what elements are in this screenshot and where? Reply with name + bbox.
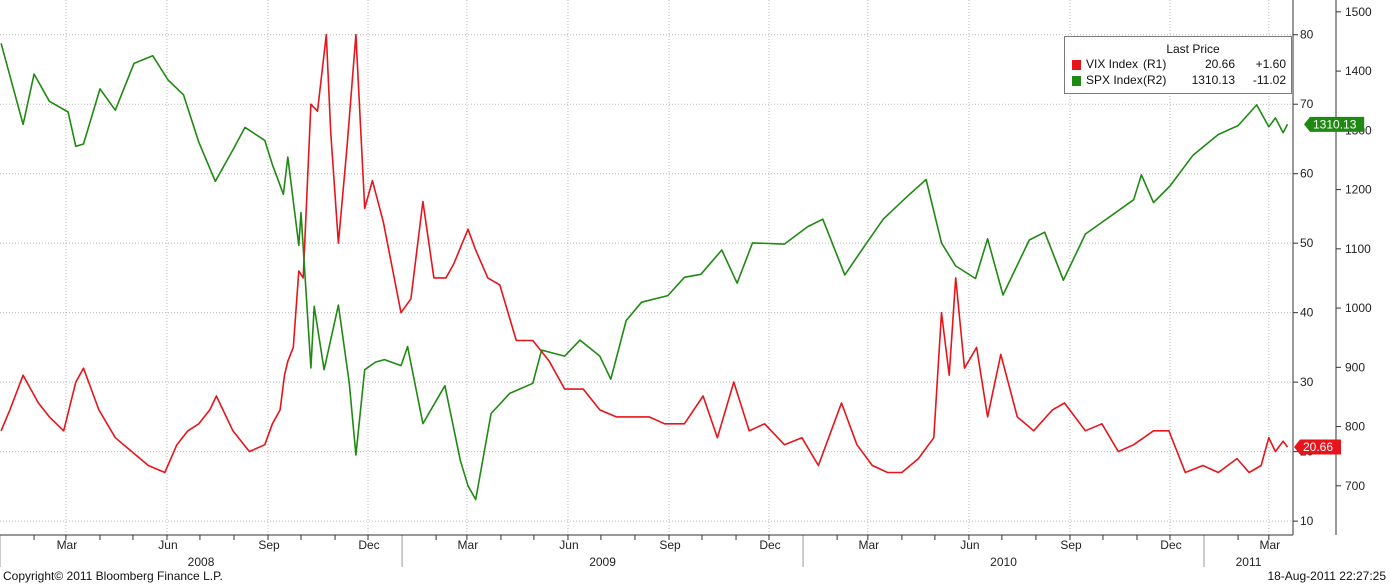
left-tick-label: 30: [1300, 375, 1314, 389]
month-tick-label: Sep: [659, 538, 681, 552]
legend-change-spx: -11.02: [1252, 73, 1286, 87]
left-tick-label: 10: [1300, 514, 1314, 528]
left-tick-label: 50: [1300, 236, 1314, 250]
legend-entry-spx: SPX Index (R2) 1310.13 -11.02: [1065, 73, 1291, 89]
spx-last-value-tag: 1310.13: [1304, 116, 1365, 132]
legend-entry-vix: VIX Index (R1) 20.66 +1.60: [1065, 57, 1291, 73]
month-tick-label: Dec: [358, 538, 379, 552]
year-label: 2008: [188, 555, 215, 569]
right-tick-label: 1000: [1345, 301, 1372, 315]
vix-last-value-tag-box: [1294, 439, 1341, 455]
vix-last-value-tag: 20.66: [1294, 439, 1341, 455]
right-tick-label: 1100: [1345, 242, 1371, 256]
left-tick-label: 60: [1300, 167, 1314, 181]
legend-ref-spx: (R2): [1143, 73, 1167, 87]
month-tick-label: Sep: [258, 538, 280, 552]
left-tick-label: 40: [1300, 306, 1314, 320]
month-tick-label: Mar: [57, 538, 78, 552]
month-tick-label: Jun: [960, 538, 979, 552]
month-tick-label: Sep: [1060, 538, 1082, 552]
month-tick-label: Mar: [1259, 538, 1280, 552]
copyright-text: Copyright© 2011 Bloomberg Finance L.P.: [3, 569, 223, 583]
legend-swatch-spx: [1072, 76, 1081, 86]
legend-price-spx: 1310.13: [1191, 73, 1235, 87]
right-tick-label: 1400: [1345, 64, 1372, 78]
timestamp-text: 18-Aug-2011 22:27:25: [1267, 569, 1386, 583]
right-tick-label: 1500: [1345, 5, 1372, 19]
series-layer: [0, 33, 1289, 501]
right-tick-label: 700: [1345, 479, 1365, 493]
year-label: 2011: [1236, 555, 1262, 569]
vix-series-line: [0, 33, 1289, 474]
year-label: 2009: [589, 555, 616, 569]
month-tick-label: Jun: [158, 538, 177, 552]
spx-last-value-tag-box: [1304, 116, 1365, 132]
left-tick-label: 80: [1300, 28, 1314, 42]
right-tick-label: 800: [1345, 420, 1365, 434]
legend-price-vix: 20.66: [1204, 57, 1235, 71]
legend: Last Price VIX Index (R1) 20.66 +1.60 SP…: [1064, 36, 1292, 94]
right-tick-label: 1200: [1345, 183, 1372, 197]
spx-series-line: [0, 43, 1289, 501]
month-tick-label: Jun: [559, 538, 578, 552]
legend-name-vix: VIX Index: [1086, 57, 1139, 71]
month-tick-label: Mar: [458, 538, 479, 552]
month-tick-label: Dec: [1160, 538, 1181, 552]
legend-title: Last Price: [1166, 42, 1220, 56]
year-label: 2010: [990, 555, 1017, 569]
legend-ref-vix: (R1): [1143, 57, 1167, 71]
vix-last-value-tag-text: 20.66: [1303, 440, 1333, 454]
right-tick-label: 900: [1345, 360, 1365, 374]
axes-layer: 1020304050607080700800900100011001200130…: [0, 0, 1372, 569]
month-tick-label: Dec: [759, 538, 780, 552]
legend-swatch-vix: [1072, 60, 1081, 70]
spx-last-value-tag-text: 1310.13: [1313, 117, 1357, 131]
legend-change-vix: +1.60: [1255, 57, 1286, 71]
left-tick-label: 70: [1300, 97, 1314, 111]
month-tick-label: Mar: [859, 538, 880, 552]
legend-name-spx: SPX Index: [1086, 73, 1143, 87]
